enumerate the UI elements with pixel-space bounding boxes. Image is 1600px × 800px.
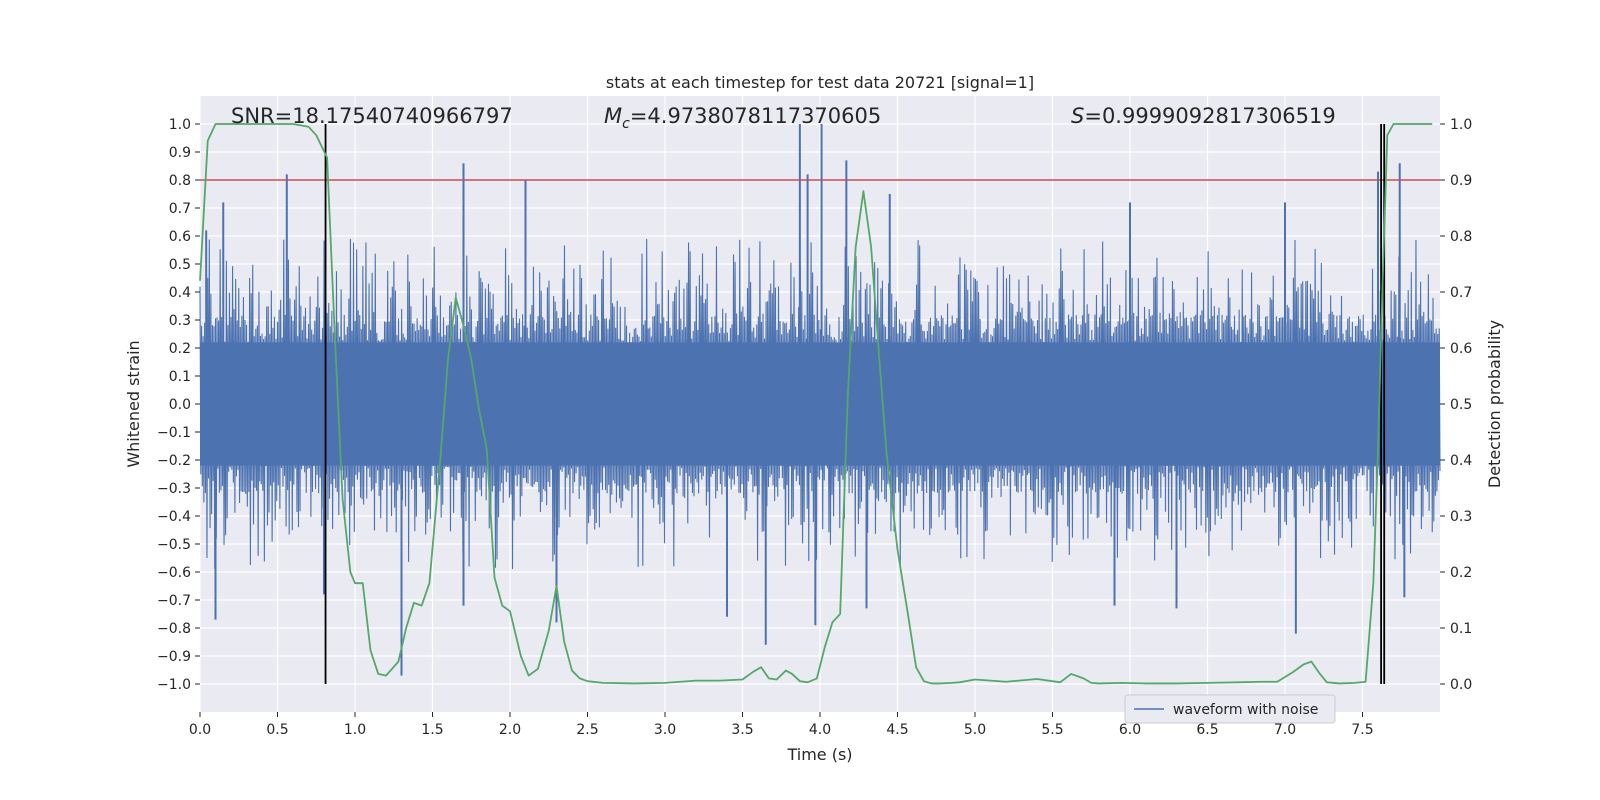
- x-tick-label-13: 6.5: [1196, 722, 1218, 738]
- y-axis-ticks: 1.0 0.9 0.8 0.7 0.6 0.5 0.4 0.3 0.2 0.1 0.0 −0.1 −0.…: [157, 117, 200, 693]
- x-tick-label-4: 2.0: [499, 722, 521, 738]
- x-tick-label-1: 0.5: [266, 722, 288, 738]
- x-tick-label-8: 4.0: [809, 722, 831, 738]
- y2-tick-label-2: 0.8: [1450, 229, 1472, 245]
- y-tick-label-14: −0.4: [157, 509, 191, 525]
- y2-tick-label-5: 0.5: [1450, 397, 1472, 413]
- detection-probability-line: [199, 123, 1433, 685]
- snr-annotation: SNR=18.17540740966797: [231, 104, 513, 128]
- y2-tick-label-10: 0.0: [1450, 677, 1472, 693]
- chart-title: stats at each timestep for test data 207…: [606, 73, 1034, 92]
- y-tick-label-3: 0.7: [169, 201, 191, 217]
- y-tick-label-11: −0.1: [157, 425, 191, 441]
- x-tick-label-12: 6.0: [1119, 722, 1141, 738]
- x-axis-ticks: 0.0 0.5 1.0 1.5 2.0 2.5 3.0 3.5 4.0 4.5 5.0 5.5 6.0 6…: [189, 712, 1374, 738]
- y2-axis-label: Detection probability: [1485, 320, 1504, 488]
- y2-tick-label-1: 0.9: [1450, 173, 1472, 189]
- y-tick-label-12: −0.2: [157, 453, 191, 469]
- y2-axis-ticks: 1.0 0.9 0.8 0.7 0.6 0.5 0.4 0.3 0.2 0.1 0.0: [1440, 117, 1472, 693]
- x-tick-label-15: 7.5: [1351, 722, 1373, 738]
- y2-tick-label-4: 0.6: [1450, 341, 1472, 357]
- y-tick-label-4: 0.6: [169, 229, 191, 245]
- waveform-series: [199, 124, 1441, 676]
- chirp-mass-symbol: M: [604, 104, 622, 128]
- y-tick-label-6: 0.4: [169, 285, 191, 301]
- y-axis-label: Whitened strain: [124, 340, 143, 467]
- x-tick-label-9: 4.5: [886, 722, 908, 738]
- y-tick-label-15: −0.5: [157, 537, 191, 553]
- x-tick-label-2: 1.0: [344, 722, 366, 738]
- y-tick-label-19: −0.9: [157, 649, 191, 665]
- statistic-value: =0.9999092817306519: [1084, 104, 1335, 128]
- x-tick-label-5: 2.5: [576, 722, 598, 738]
- y-tick-label-17: −0.7: [157, 593, 191, 609]
- chirp-mass-annotation: Mc=4.9738078117370605: [604, 104, 881, 132]
- legend: waveform with noise: [1124, 694, 1336, 724]
- y-tick-label-2: 0.8: [169, 173, 191, 189]
- y-tick-label-0: 1.0: [169, 117, 191, 133]
- y-tick-label-13: −0.3: [157, 481, 191, 497]
- x-tick-label-3: 1.5: [421, 722, 443, 738]
- legend-label-waveform: waveform with noise: [1173, 702, 1318, 718]
- detection-probability-series: [199, 123, 1433, 685]
- y-tick-label-7: 0.3: [169, 313, 191, 329]
- y2-tick-label-0: 1.0: [1450, 117, 1472, 133]
- x-tick-label-7: 3.5: [731, 722, 753, 738]
- x-axis-label: Time (s): [786, 745, 852, 764]
- x-tick-label-10: 5.0: [964, 722, 986, 738]
- y-tick-label-9: 0.1: [169, 369, 191, 385]
- y-tick-label-1: 0.9: [169, 145, 191, 161]
- y-tick-label-8: 0.2: [169, 341, 191, 357]
- chirp-mass-value: =4.9738078117370605: [630, 104, 881, 128]
- y2-tick-label-7: 0.3: [1450, 509, 1472, 525]
- y-tick-label-20: −1.0: [157, 677, 191, 693]
- x-tick-label-6: 3.0: [654, 722, 676, 738]
- waveform-core-band: [200, 342, 1440, 466]
- legend-box: [1124, 694, 1336, 724]
- y2-tick-label-3: 0.7: [1450, 285, 1472, 301]
- y-tick-label-16: −0.6: [157, 565, 191, 581]
- statistic-annotation: S=0.9999092817306519: [1071, 104, 1336, 128]
- y2-tick-label-9: 0.1: [1450, 621, 1472, 637]
- y-tick-label-18: −0.8: [157, 621, 191, 637]
- y-tick-label-10: 0.0: [169, 397, 191, 413]
- statistic-symbol: S: [1071, 104, 1084, 128]
- x-tick-label-14: 7.0: [1274, 722, 1296, 738]
- y2-tick-label-8: 0.2: [1450, 565, 1472, 581]
- y2-tick-label-6: 0.4: [1450, 453, 1472, 469]
- x-tick-label-11: 5.5: [1041, 722, 1063, 738]
- x-tick-label-0: 0.0: [189, 722, 211, 738]
- chirp-mass-subscript: c: [622, 116, 630, 132]
- y-tick-label-5: 0.5: [169, 257, 191, 273]
